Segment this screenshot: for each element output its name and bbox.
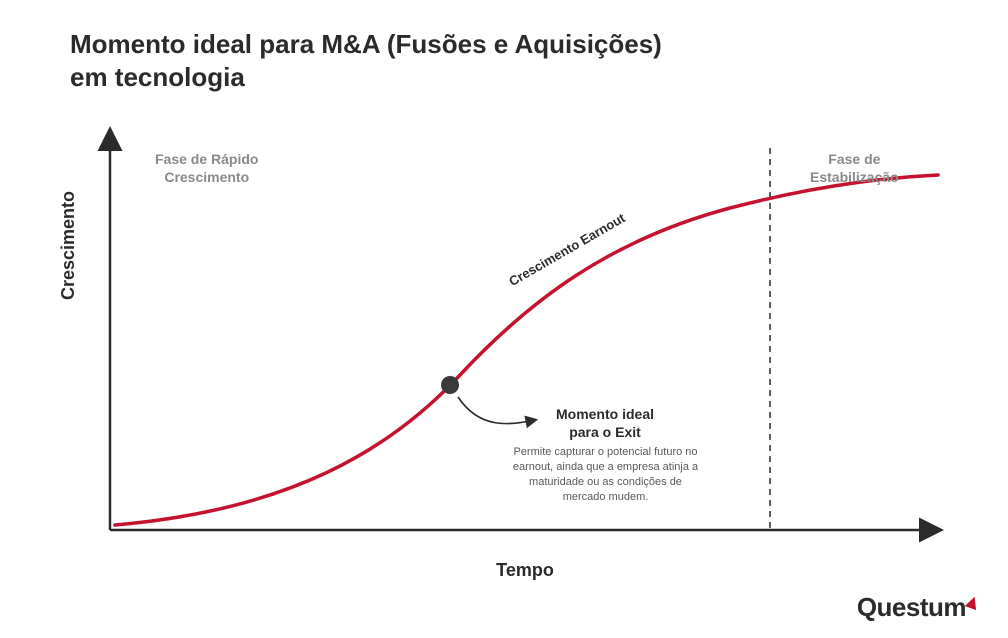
phase-stabilization-line2: Estabilização: [810, 169, 899, 185]
callout-arrow: [458, 397, 535, 424]
callout-title-line2: para o Exit: [569, 424, 641, 440]
y-axis-label: Crescimento: [58, 191, 79, 300]
phase-fast-growth-line2: Crescimento: [164, 169, 249, 185]
logo-text: Questum: [857, 592, 966, 623]
chart-title: Momento ideal para M&A (Fusões e Aquisiç…: [70, 28, 662, 93]
callout-title-line1: Momento ideal: [556, 406, 654, 422]
phase-label-stabilization: Fase de Estabilização: [810, 150, 899, 186]
phase-label-fast-growth: Fase de Rápido Crescimento: [155, 150, 258, 186]
title-line-1: Momento ideal para M&A (Fusões e Aquisiç…: [70, 29, 662, 59]
logo-accent-icon: [965, 595, 980, 610]
callout-description: Permite capturar o potencial futuro no e…: [508, 445, 703, 504]
phase-fast-growth-line1: Fase de Rápido: [155, 151, 258, 167]
x-axis-label: Tempo: [110, 560, 940, 581]
figure-canvas: Momento ideal para M&A (Fusões e Aquisiç…: [0, 0, 1008, 638]
title-line-2: em tecnologia: [70, 62, 245, 92]
exit-point-marker: [441, 376, 459, 394]
chart-area: Fase de Rápido Crescimento Fase de Estab…: [110, 130, 940, 550]
callout-title: Momento ideal para o Exit: [540, 405, 670, 441]
phase-stabilization-line1: Fase de: [828, 151, 880, 167]
brand-logo: Questum: [857, 592, 978, 623]
